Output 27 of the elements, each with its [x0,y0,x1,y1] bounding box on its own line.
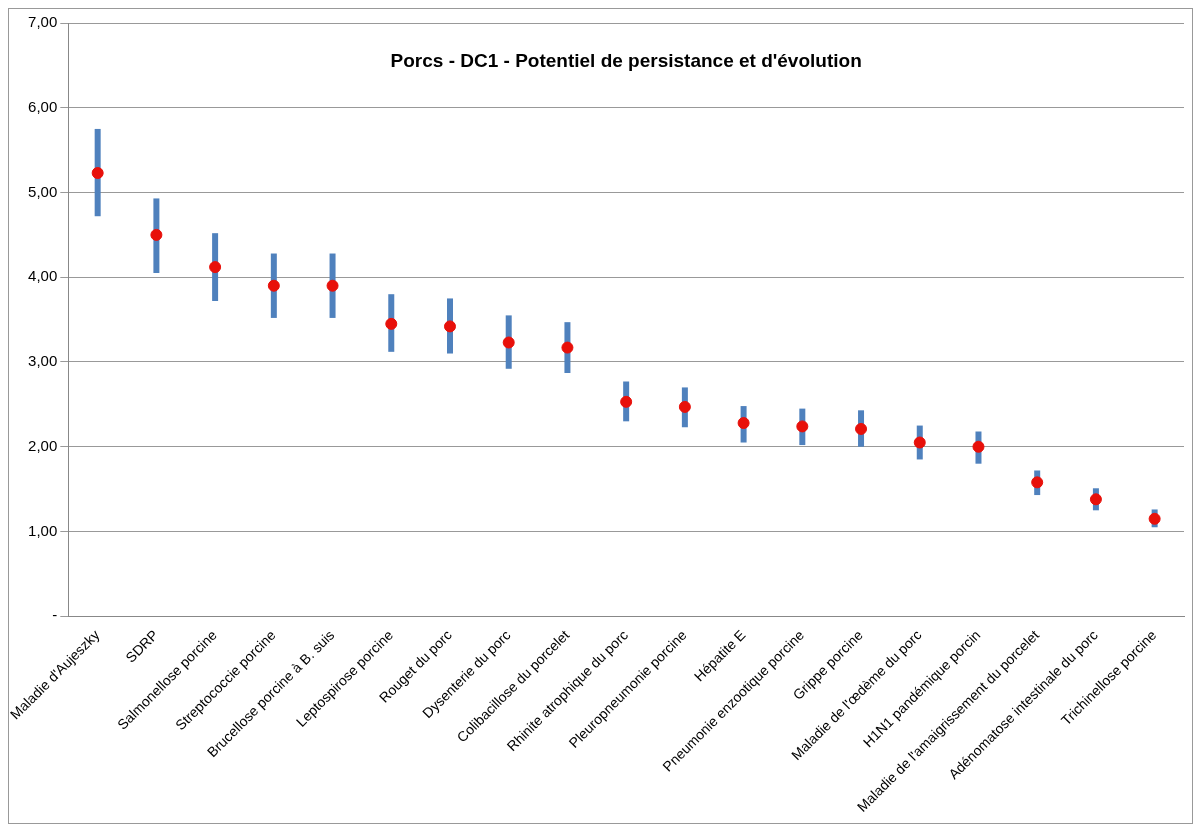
y-tick-label: 5,00 [28,182,58,200]
point [620,395,633,408]
point [796,420,809,433]
point [737,417,750,430]
y-tick-label: 6,00 [28,97,58,115]
point [91,167,104,180]
point [502,336,515,349]
y-tick-label: 2,00 [28,436,58,454]
point [150,228,163,241]
point [267,279,280,292]
point [678,400,691,413]
y-tick-label: 7,00 [28,13,58,31]
point [443,320,456,333]
point [1089,493,1102,506]
point [1031,476,1044,489]
point [913,436,926,449]
y-tick-label: 4,00 [28,267,58,285]
y-tick-label: - [52,606,58,624]
point [326,279,339,292]
point [209,261,222,274]
point [972,440,985,453]
point [385,317,398,330]
point [561,341,574,354]
text: Porcs - DC1 - Potentiel de persistance et d'évolution [390,50,862,71]
y-tick-label: 3,00 [28,352,58,370]
y-tick-label: 1,00 [28,521,58,539]
point [855,422,868,435]
